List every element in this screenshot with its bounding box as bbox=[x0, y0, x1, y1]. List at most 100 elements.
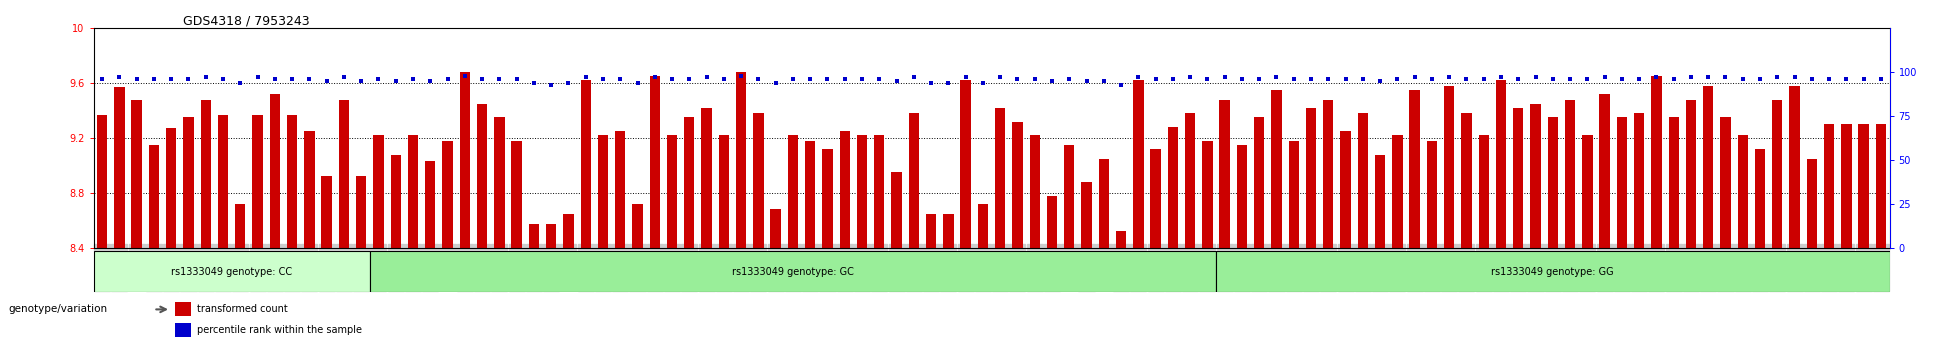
Bar bbox=[1151, 149, 1161, 248]
Point bbox=[450, 73, 481, 79]
Bar bbox=[370, 251, 1216, 292]
Bar bbox=[684, 118, 695, 248]
Point bbox=[380, 78, 411, 84]
Text: rs1333049 genotype: CC: rs1333049 genotype: CC bbox=[171, 267, 292, 277]
Bar bbox=[1669, 118, 1679, 248]
Point bbox=[1434, 75, 1465, 80]
Bar bbox=[1806, 159, 1817, 248]
Point bbox=[1210, 75, 1241, 80]
Bar bbox=[269, 94, 281, 248]
Point bbox=[933, 80, 964, 86]
Bar bbox=[1216, 251, 1890, 292]
Bar bbox=[633, 204, 643, 248]
Bar bbox=[148, 145, 160, 248]
Bar bbox=[701, 108, 711, 248]
Point bbox=[1866, 76, 1897, 82]
Point bbox=[1348, 76, 1379, 82]
Point bbox=[312, 78, 343, 84]
Point bbox=[984, 75, 1015, 80]
Point bbox=[1693, 75, 1724, 80]
Point bbox=[880, 78, 912, 84]
Bar bbox=[460, 72, 469, 248]
Point bbox=[362, 76, 393, 82]
Point bbox=[1796, 76, 1827, 82]
Point bbox=[86, 76, 117, 82]
Point bbox=[432, 76, 464, 82]
Point bbox=[760, 80, 791, 86]
Bar bbox=[1030, 135, 1040, 248]
Point bbox=[968, 80, 999, 86]
Bar bbox=[616, 131, 625, 248]
Bar bbox=[425, 161, 436, 248]
Bar bbox=[1116, 232, 1126, 248]
Bar bbox=[94, 251, 370, 292]
Point bbox=[553, 80, 584, 86]
Point bbox=[1054, 76, 1085, 82]
Bar bbox=[666, 135, 678, 248]
Bar bbox=[166, 129, 177, 248]
Bar bbox=[1443, 86, 1455, 248]
Bar bbox=[857, 135, 867, 248]
Text: genotype/variation: genotype/variation bbox=[10, 304, 107, 314]
Point bbox=[1243, 76, 1274, 82]
Bar bbox=[1340, 131, 1350, 248]
Point bbox=[1710, 75, 1742, 80]
Bar bbox=[512, 141, 522, 248]
Point bbox=[1036, 78, 1068, 84]
Point bbox=[898, 75, 929, 80]
Bar bbox=[736, 72, 746, 248]
Bar bbox=[908, 113, 919, 248]
Bar bbox=[97, 115, 107, 248]
Bar bbox=[1858, 124, 1868, 248]
Bar bbox=[1773, 99, 1782, 248]
Point bbox=[725, 73, 756, 79]
Bar bbox=[1202, 141, 1212, 248]
Point bbox=[206, 76, 238, 82]
Point bbox=[1364, 78, 1395, 84]
Bar bbox=[528, 224, 540, 248]
Bar bbox=[218, 115, 228, 248]
Point bbox=[1019, 76, 1050, 82]
Point bbox=[742, 76, 773, 82]
Point bbox=[294, 76, 325, 82]
Point bbox=[1779, 75, 1810, 80]
Point bbox=[536, 82, 567, 87]
Point bbox=[1313, 76, 1344, 82]
Bar bbox=[1426, 141, 1438, 248]
Point bbox=[1675, 75, 1706, 80]
Bar bbox=[390, 154, 401, 248]
Point bbox=[1761, 75, 1792, 80]
Point bbox=[847, 76, 879, 82]
Bar bbox=[201, 99, 210, 248]
Bar bbox=[1479, 135, 1488, 248]
Bar bbox=[339, 99, 349, 248]
Bar bbox=[183, 118, 193, 248]
Point bbox=[1278, 76, 1309, 82]
Bar bbox=[442, 141, 452, 248]
Bar bbox=[1013, 121, 1023, 248]
Bar bbox=[598, 135, 608, 248]
Point bbox=[604, 76, 635, 82]
Point bbox=[1157, 76, 1188, 82]
Point bbox=[1502, 76, 1533, 82]
Bar bbox=[175, 302, 191, 316]
Bar bbox=[1184, 113, 1196, 248]
Bar bbox=[1634, 113, 1644, 248]
Point bbox=[1399, 75, 1430, 80]
Point bbox=[951, 75, 982, 80]
Point bbox=[1607, 76, 1638, 82]
Point bbox=[1469, 76, 1500, 82]
Bar bbox=[1564, 99, 1576, 248]
Point bbox=[1192, 76, 1223, 82]
Bar bbox=[1375, 154, 1385, 248]
Point bbox=[639, 75, 670, 80]
Point bbox=[483, 76, 514, 82]
Text: GDS4318 / 7953243: GDS4318 / 7953243 bbox=[183, 14, 310, 27]
Bar bbox=[563, 213, 573, 248]
Point bbox=[1555, 76, 1586, 82]
Bar bbox=[943, 213, 953, 248]
Bar bbox=[1064, 145, 1075, 248]
Bar bbox=[1272, 90, 1282, 248]
Bar bbox=[875, 135, 884, 248]
Point bbox=[1658, 76, 1689, 82]
